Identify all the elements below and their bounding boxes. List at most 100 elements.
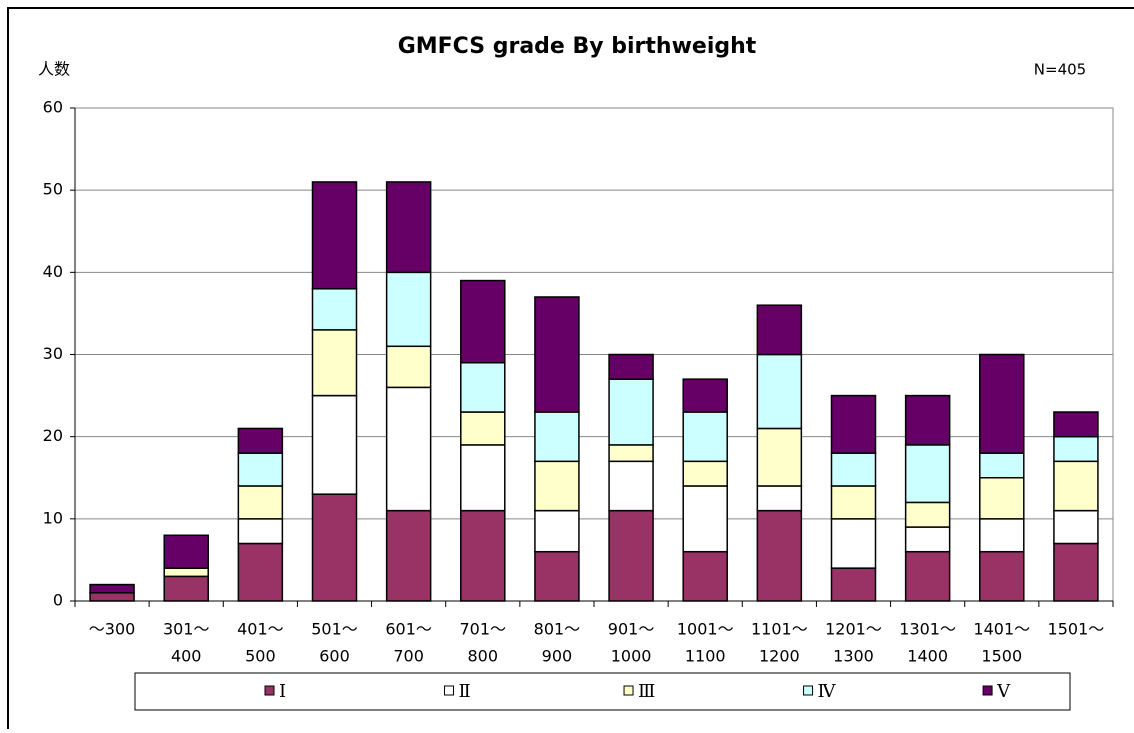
bar-segment xyxy=(163,575,209,602)
bar-segment xyxy=(311,394,358,495)
y-tick-label: 20 xyxy=(43,426,63,445)
bar-segment xyxy=(904,394,951,446)
bar-segment xyxy=(237,542,284,602)
bar-segment xyxy=(1053,411,1099,438)
bar-segment xyxy=(979,477,1025,520)
bar-segment xyxy=(385,386,432,512)
bar-segment xyxy=(534,550,580,602)
x-tick-label: 900 xyxy=(542,647,573,666)
bar-segment xyxy=(756,509,803,602)
bar-segment xyxy=(163,534,209,569)
y-tick-label: 50 xyxy=(43,180,63,199)
bar-segment xyxy=(311,493,358,602)
bar-segment xyxy=(979,452,1025,479)
bar-segment xyxy=(608,353,654,380)
bar-segment xyxy=(237,485,284,520)
bar-segment xyxy=(311,329,358,397)
bar-segment xyxy=(608,444,654,463)
bar-segment xyxy=(1053,435,1099,463)
x-tick-label: 1500 xyxy=(981,647,1022,666)
x-tick-label: 501～ xyxy=(311,620,358,639)
bar-segment xyxy=(756,427,803,487)
bar-segment xyxy=(608,460,654,512)
bar-segment xyxy=(979,550,1025,602)
x-tick-label: 701～ xyxy=(460,620,507,639)
x-tick-label: 1401～ xyxy=(973,620,1030,639)
bar-segment xyxy=(904,444,951,504)
x-tick-label: 1000 xyxy=(611,647,652,666)
legend-label: Ⅴ xyxy=(996,681,1011,702)
x-tick-label: 1301～ xyxy=(899,620,956,639)
bar-segment xyxy=(608,509,654,602)
bar-segment xyxy=(756,304,803,356)
legend-label: Ⅳ xyxy=(818,681,837,702)
x-tick-label: 1100 xyxy=(685,647,726,666)
x-tick-label: 401～ xyxy=(237,620,284,639)
y-tick-label: 40 xyxy=(43,262,63,281)
chart-title: GMFCS grade By birthweight xyxy=(398,34,757,59)
legend-swatch xyxy=(444,685,455,696)
bar-segment xyxy=(460,509,506,602)
bar-segment xyxy=(608,378,654,446)
bar-segment xyxy=(311,181,358,290)
bar-segment xyxy=(830,567,877,602)
x-tick-label: 1200 xyxy=(759,647,800,666)
bar-segment xyxy=(756,485,803,512)
x-tick-label: 1400 xyxy=(907,647,948,666)
x-tick-label: 1101～ xyxy=(751,620,808,639)
y-tick-label: 60 xyxy=(43,98,63,117)
bar-segment xyxy=(830,394,877,454)
bar-segment xyxy=(385,271,432,348)
legend-swatch xyxy=(264,685,275,696)
bar-segment xyxy=(682,550,728,602)
bar-segment xyxy=(460,361,506,413)
x-tick-label: 301～ xyxy=(163,620,210,639)
bar-segment xyxy=(830,452,877,487)
y-tick-label: 10 xyxy=(43,508,63,527)
x-tick-label: 700 xyxy=(393,647,424,666)
bar-segment xyxy=(385,509,432,602)
bar-segment xyxy=(534,411,580,463)
bar-segment xyxy=(979,518,1025,553)
y-tick-label: 0 xyxy=(53,591,63,610)
bar-segment xyxy=(682,378,728,413)
bar-segment xyxy=(460,444,506,512)
legend-swatch xyxy=(623,685,634,696)
x-tick-label: 1300 xyxy=(833,647,874,666)
bar-segment xyxy=(682,460,728,487)
x-tick-label: 800 xyxy=(468,647,499,666)
legend-swatch xyxy=(803,685,814,696)
legend-label: Ⅰ xyxy=(279,681,286,702)
bar-segment xyxy=(1053,542,1099,602)
x-tick-label: 801～ xyxy=(534,620,581,639)
x-tick-label: 500 xyxy=(245,647,276,666)
bar-segment xyxy=(311,288,358,331)
bar-segment xyxy=(682,485,728,553)
bar-segment xyxy=(89,592,135,602)
y-axis-label: 人数 xyxy=(38,60,70,79)
bar-segment xyxy=(904,550,951,602)
legend-box xyxy=(134,672,1071,711)
x-tick-label: 1001～ xyxy=(677,620,734,639)
bar-segment xyxy=(534,509,580,553)
x-tick-label: ～300 xyxy=(89,620,136,639)
bar-segment xyxy=(756,353,803,430)
bar-segment xyxy=(460,279,506,364)
bar-segment xyxy=(1053,509,1099,545)
legend-label: Ⅲ xyxy=(638,681,655,702)
bar-segment xyxy=(460,411,506,446)
bar-segment xyxy=(534,460,580,512)
frame xyxy=(7,7,1134,733)
x-tick-label: 400 xyxy=(171,647,202,666)
bar-segment xyxy=(830,485,877,520)
bar-segment xyxy=(534,296,580,413)
bar-segment xyxy=(1053,460,1099,512)
bar-segment xyxy=(385,345,432,389)
x-tick-label: 600 xyxy=(319,647,350,666)
bar-segment xyxy=(163,567,209,578)
bar-segment xyxy=(904,526,951,553)
bar-segment xyxy=(385,181,432,274)
bar-segment xyxy=(237,427,284,454)
bar-segment xyxy=(979,353,1025,454)
